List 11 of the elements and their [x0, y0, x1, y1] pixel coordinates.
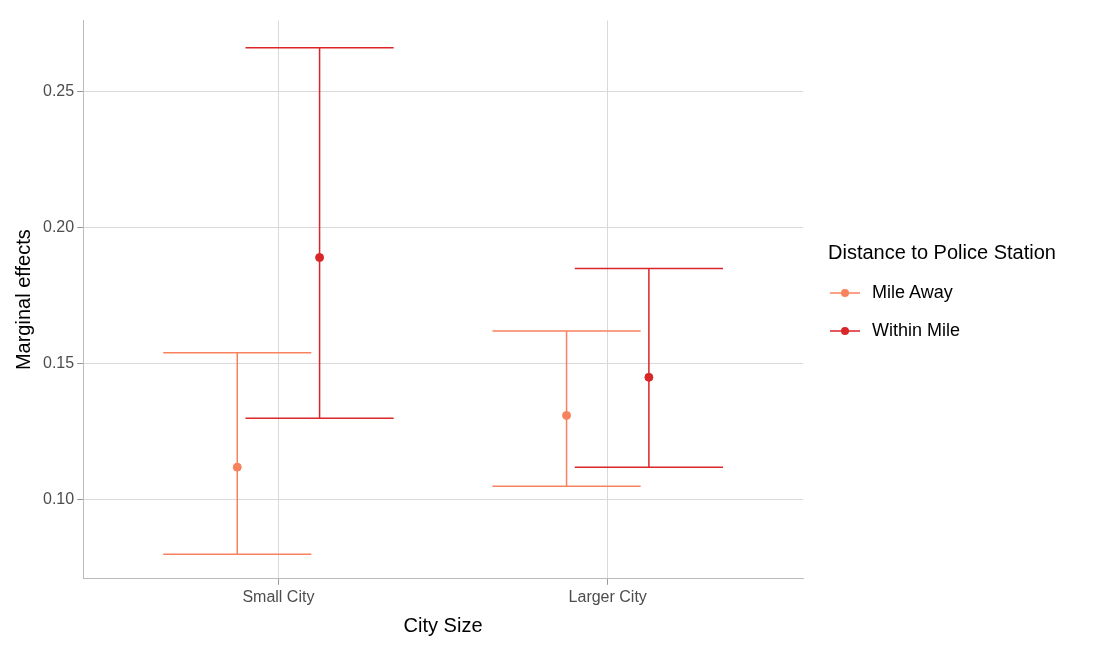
y-tick-label: 0.20 [43, 217, 75, 235]
legend-title: Distance to Police Station [828, 240, 1056, 264]
y-tick-label: 0.25 [43, 81, 75, 99]
x-axis-title: City Size [403, 613, 483, 636]
y-tick-label: 0.15 [43, 354, 75, 372]
x-tick-label: Larger City [568, 587, 647, 605]
legend-label: Within Mile [872, 320, 961, 341]
legend-label: Mile Away [872, 282, 953, 303]
x-tick-label: Small City [242, 587, 315, 605]
y-tick-label: 0.10 [43, 490, 75, 508]
y-axis-title: Marginal effects [11, 229, 34, 371]
